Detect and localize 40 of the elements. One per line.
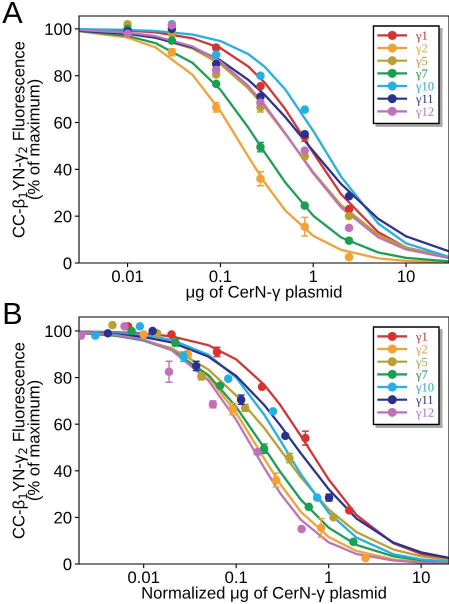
legend-label: γ10 <box>416 82 434 94</box>
y-tick-label: 60 <box>54 418 72 430</box>
x-tick-label: 0.1 <box>225 571 247 584</box>
x-tick-label: 0.01 <box>128 571 160 584</box>
y-tick-label: 100 <box>46 325 72 338</box>
text: B <box>4 303 22 324</box>
y-tick-label: 40 <box>54 465 72 477</box>
y-tick-label: 80 <box>54 372 72 384</box>
x-tick-label: 0.1 <box>209 270 232 282</box>
legend-label: γ11 <box>416 396 433 407</box>
y-tick-label: 0 <box>63 558 72 570</box>
y-tick-label: 0 <box>63 257 72 270</box>
y-axis-title: CC-β$_{1}$YN-γ$_{2}$ Fluorescence (% of maximum) <box>12 42 43 238</box>
legend-label: γ10 <box>416 383 434 394</box>
legend-label: γ7 <box>416 370 428 382</box>
legend-label: γ2 <box>416 44 428 56</box>
legend-label: γ1 <box>416 32 427 42</box>
x-tick-label: 10 <box>413 571 430 584</box>
x-tick-label: 10 <box>398 270 415 282</box>
legend-label: γ11 <box>416 94 433 106</box>
legend-label: γ5 <box>416 358 428 369</box>
y-tick-label: 100 <box>46 23 72 36</box>
legend-label: γ7 <box>416 70 428 80</box>
legend-label: γ2 <box>416 345 428 356</box>
x-axis-title: μg of CerN-γ plasmid <box>186 285 342 302</box>
x-tick-label: 1 <box>310 270 318 282</box>
x-tick-label: 1 <box>325 572 332 584</box>
y-axis-title: CC-β$_{1}$YN-γ$_{2}$ Fluorescence (% of maximum) <box>12 342 43 538</box>
x-axis-title: Normalized μg of CerN-γ plasmid <box>142 586 386 602</box>
legend-label: γ5 <box>416 56 428 68</box>
y-tick-label: 20 <box>54 210 72 222</box>
y-tick-label: 80 <box>54 70 72 82</box>
legend-label: γ12 <box>416 107 434 118</box>
y-tick-label: 60 <box>54 116 72 129</box>
text: A <box>2 2 23 24</box>
legend-label: γ12 <box>416 408 434 420</box>
y-tick-label: 20 <box>54 512 72 524</box>
x-tick-label: 0.01 <box>112 270 143 282</box>
legend-label: γ1 <box>416 332 427 344</box>
y-tick-label: 40 <box>54 164 72 176</box>
